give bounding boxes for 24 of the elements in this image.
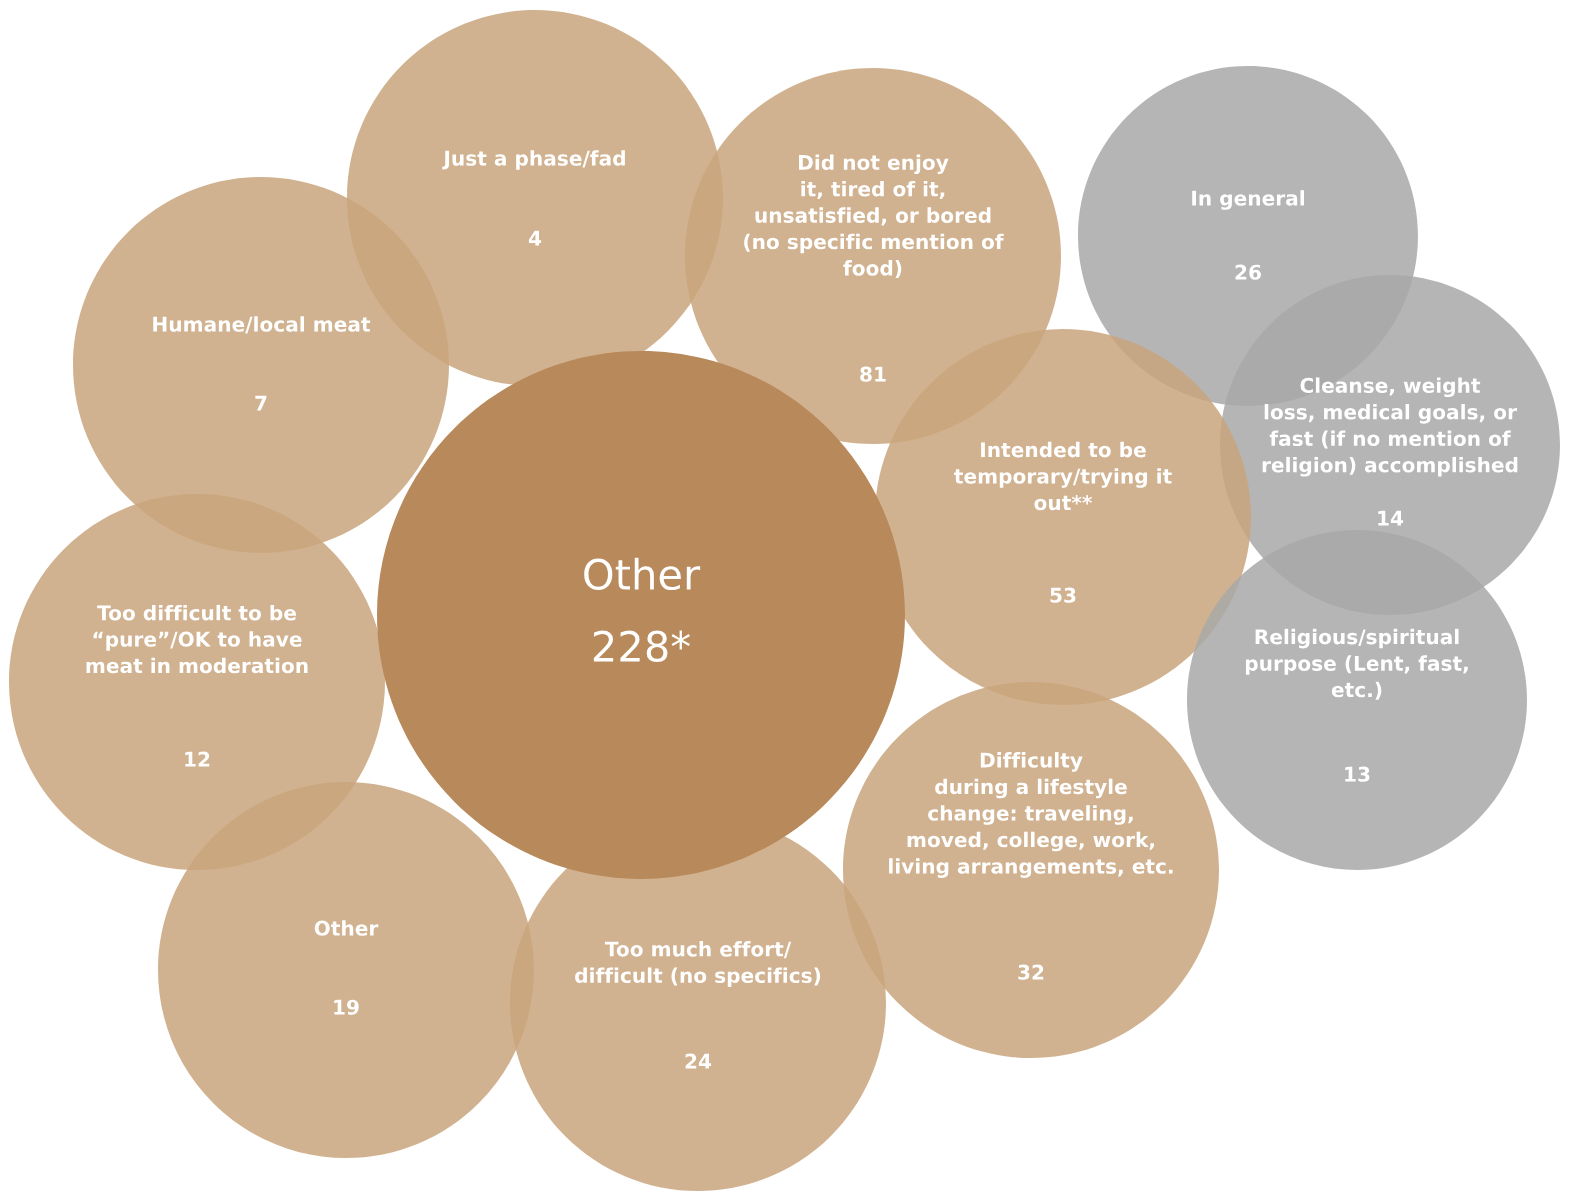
data-label: 24 — [685, 1053, 712, 1069]
data-label: 14 — [1378, 510, 1404, 526]
category-label: Did not enjoy it, tired of it, unsatisfied, or bored (no specific mention of food) — [744, 154, 1004, 279]
data-label: 12 — [185, 751, 210, 767]
data-label: 26 — [1235, 264, 1261, 280]
category-label: Other — [314, 920, 379, 936]
data-label: 4 — [528, 230, 542, 246]
data-label: 19 — [334, 999, 359, 1015]
data-label: 228* — [593, 630, 690, 663]
data-label: 32 — [1018, 964, 1044, 980]
category-label: Intended to be temporary/trying it out** — [954, 441, 1172, 511]
data-label: 7 — [255, 395, 267, 411]
data-label: 53 — [1050, 587, 1076, 603]
data-label: 13 — [1345, 766, 1370, 782]
category-label: Cleanse, weight loss, medical goals, or fast (if no mention of religion) accomplished — [1262, 377, 1518, 477]
category-label: Religious/spiritual purpose (Lent, fast, etc.) — [1245, 628, 1468, 700]
data-label: 81 — [860, 366, 886, 382]
category-label: Just a phase/fad — [442, 150, 625, 170]
category-label: Too much effort/ difficult (no specifics) — [575, 941, 821, 987]
category-label: Difficulty during a lifestyle change: traveling, moved, college, work, living arrangements, etc. — [889, 752, 1173, 878]
category-label: Too difficult to be “pure”/OK to have meat in moderation — [86, 604, 308, 674]
category-label: In general — [1192, 190, 1304, 210]
category-label: Other — [584, 557, 701, 591]
category-label: Humane/local meat — [153, 316, 371, 334]
